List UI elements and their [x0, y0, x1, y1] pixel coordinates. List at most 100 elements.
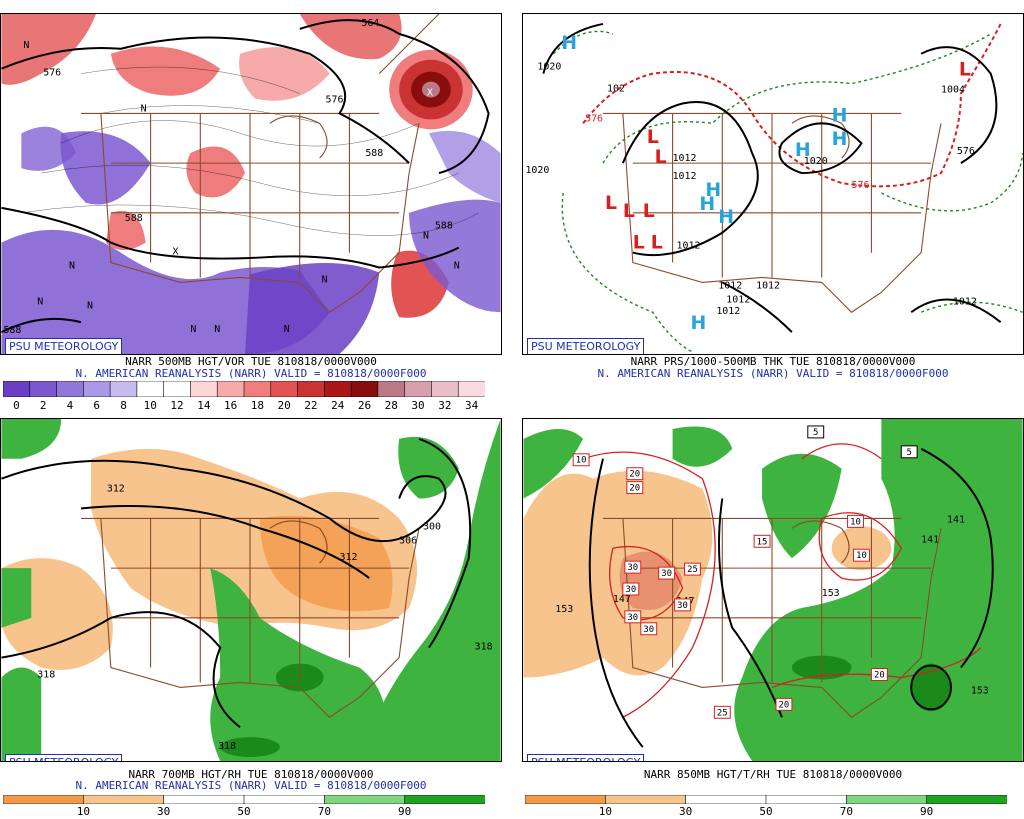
contour-label: 153	[822, 588, 840, 599]
isobar	[920, 46, 998, 164]
temperature-box: 10	[572, 453, 590, 467]
svg-text:25: 25	[717, 708, 728, 718]
border-line	[110, 162, 410, 214]
contour-label: 312	[339, 552, 357, 563]
contour-label: 576	[43, 68, 61, 79]
rh-colorbar	[3, 795, 485, 804]
contour-labels: 312 312 300 306 318 318 318	[37, 484, 492, 752]
vort-area	[239, 47, 330, 101]
rh-area	[911, 663, 951, 712]
temperature-box: 30	[658, 566, 676, 580]
svg-text:20: 20	[874, 670, 885, 680]
contour-labels: 576 576 564 588 588 588 588	[3, 18, 452, 336]
border-line	[632, 567, 932, 619]
colorbar-segment	[190, 381, 219, 397]
psu-logo: PSU METEOROLOGY	[5, 754, 123, 761]
isobar-label: 1012	[716, 306, 740, 317]
rh-area	[1, 667, 42, 761]
colorbar-segment	[83, 795, 165, 804]
svg-text:30: 30	[677, 601, 688, 611]
svg-text:20: 20	[779, 700, 790, 710]
colorbar-label: 20	[277, 399, 291, 412]
rh-shading	[1, 419, 501, 761]
psu-logo: PSU METEOROLOGY	[527, 338, 645, 354]
temperature-box: 10	[847, 514, 864, 528]
contour-label: 588	[435, 221, 453, 232]
contour-label: 300	[423, 521, 441, 532]
high-pressure-marker: H	[699, 193, 715, 215]
colorbar-segment	[324, 381, 352, 397]
colorbar-segment	[457, 381, 485, 397]
map-title: NARR PRS/1000-500MB THK TUE 810818/0000V…	[630, 355, 916, 368]
contour-label: 318	[218, 741, 236, 752]
rh-area	[398, 436, 459, 499]
vorticity-colorbar-labels: 0 2 4 6 8 10 12 14 16 18 20 22 24 26 28 30 32 34	[3, 399, 485, 413]
contour-label: 141	[921, 534, 939, 545]
temperature-box: 5	[807, 425, 825, 439]
isobar-label: 1012	[756, 280, 780, 291]
svg-text:30: 30	[643, 625, 654, 635]
thickness-contour	[881, 153, 1023, 212]
low-pressure-marker: L	[959, 59, 971, 81]
contour-label: 318	[475, 642, 493, 653]
border-line	[672, 113, 872, 278]
isobar-label: 1012	[953, 296, 977, 307]
colorbar-segment	[270, 381, 299, 397]
contour-label: 318	[37, 669, 55, 680]
colorbar-segment	[404, 795, 485, 804]
isobar-labels: 1020 1020 1012 1012 1012 1012 1012 1012 …	[525, 62, 976, 318]
contour-label: 588	[125, 213, 143, 224]
colorbar-segment	[846, 795, 928, 804]
low-pressure-marker: L	[623, 200, 635, 222]
colorbar-label: 10	[598, 805, 612, 818]
thin-contours	[21, 66, 479, 236]
colorbar-label: 10	[143, 399, 157, 412]
temperature-box: 30	[622, 582, 640, 596]
temperature-contours	[582, 443, 982, 718]
contour-label: 153	[971, 685, 989, 696]
isobar-label: 576	[957, 146, 975, 157]
low-pressure-marker: L	[605, 192, 617, 214]
colorbar-label: 22	[304, 399, 318, 412]
thickness-contour	[561, 192, 693, 353]
map-title: NARR 700MB HGT/RH TUE 810818/0000V000	[128, 768, 374, 781]
isotherm	[818, 512, 902, 581]
vort-mark: N	[454, 261, 460, 272]
map-700mb: 312 312 300 306 318 318 318 PSU METEOROL…	[0, 418, 502, 762]
rh-colorbar	[525, 795, 1007, 804]
map-500mb-svg: 576 576 564 588 588 588 588 N N N N N N …	[1, 14, 501, 354]
isobar	[542, 22, 604, 74]
high-pressure-marker: H	[705, 179, 721, 201]
low-pressure-marker: L	[647, 126, 659, 148]
map-700mb-svg: 312 312 300 306 318 318 318	[1, 419, 501, 761]
svg-text:20: 20	[629, 470, 640, 480]
rh-area	[523, 470, 713, 678]
thickness-576	[582, 23, 1002, 188]
height-contour	[717, 498, 783, 718]
vort-area	[428, 130, 501, 203]
vort-area	[110, 46, 221, 96]
colorbar-segment	[3, 381, 31, 397]
colorbar-segment	[109, 381, 138, 397]
svg-text:5: 5	[907, 448, 912, 458]
border-line	[672, 518, 872, 683]
isobar	[910, 298, 1002, 323]
contour-line	[41, 164, 459, 196]
temperature-box: 30	[624, 560, 642, 574]
rh-shading	[523, 419, 1023, 761]
colorbar-label: 70	[839, 805, 853, 818]
colorbar-segment	[136, 381, 165, 397]
vort-mark: N	[23, 40, 29, 51]
colorbar-segment	[685, 795, 767, 804]
colorbar-label: 12	[170, 399, 184, 412]
colorbar-segment	[525, 795, 607, 804]
vort-mark: N	[141, 103, 147, 114]
colorbar-label: 10	[76, 805, 90, 818]
contour-line	[61, 120, 420, 147]
pressure-contours	[542, 22, 1002, 333]
rh-area	[523, 428, 584, 499]
colorbar-label: 30	[411, 399, 425, 412]
svg-text:30: 30	[661, 569, 672, 579]
low-pressure-marker: L	[651, 232, 663, 254]
vort-mark: N	[214, 324, 220, 335]
